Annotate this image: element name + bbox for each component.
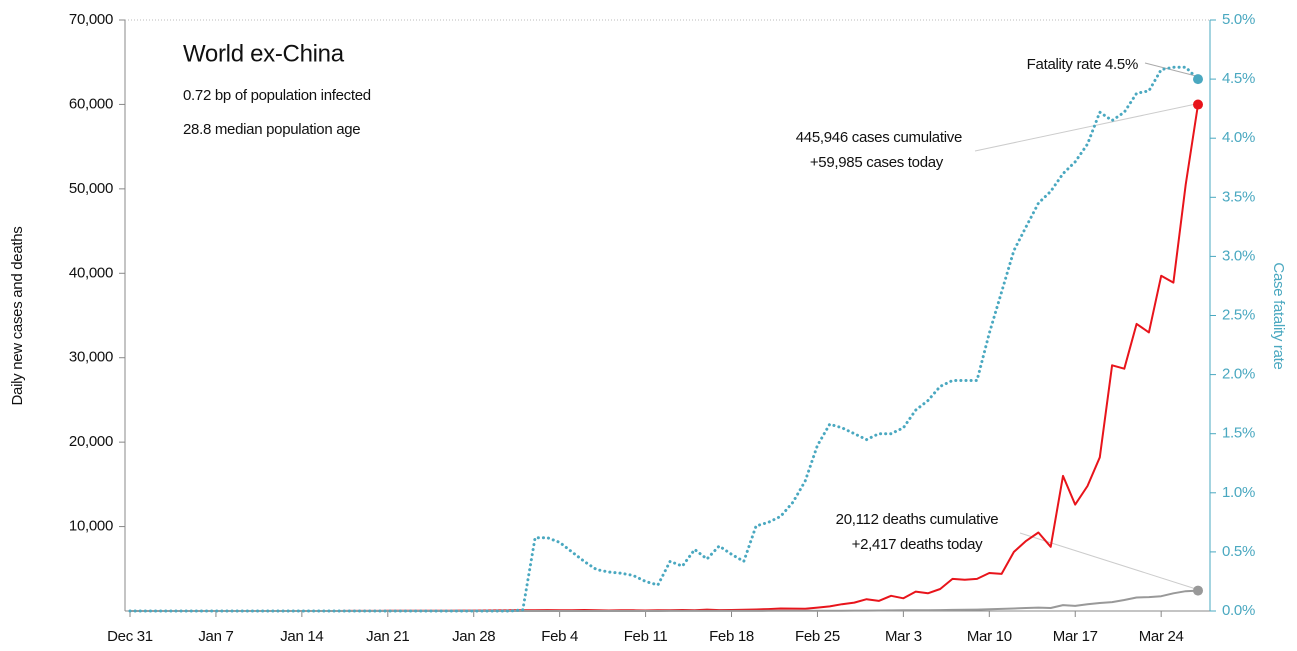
y2-tick-label: 2.5% xyxy=(1222,306,1255,323)
y2-tick-label: 4.0% xyxy=(1222,129,1255,146)
chart-title: World ex-China xyxy=(183,40,345,67)
annotation: +2,417 deaths today xyxy=(852,536,983,553)
y2-tick-label: 1.0% xyxy=(1222,484,1255,501)
x-tick-label: Mar 3 xyxy=(885,628,922,645)
end-marker xyxy=(1193,74,1203,85)
y2-tick-label: 1.5% xyxy=(1222,425,1255,442)
annotation: 445,946 cases cumulative xyxy=(796,129,962,146)
y2-axis-label: Case fatality rate xyxy=(1270,262,1287,369)
subtitle: 28.8 median population age xyxy=(183,121,360,138)
series-line xyxy=(130,589,1199,612)
x-tick-label: Feb 18 xyxy=(709,628,754,645)
leader-line xyxy=(1019,532,1197,590)
series-line xyxy=(128,65,1200,613)
y2-tick-label: 3.5% xyxy=(1222,188,1255,205)
y-tick-label: 30,000 xyxy=(69,349,113,366)
x-tick-label: Jan 21 xyxy=(366,628,409,645)
x-tick-label: Jan 14 xyxy=(280,628,323,645)
y2-tick-label: 3.0% xyxy=(1222,247,1255,264)
y-tick-label: 60,000 xyxy=(69,95,113,112)
y-tick-label: 10,000 xyxy=(69,518,113,535)
end-marker xyxy=(1193,585,1203,596)
subtitle: 0.72 bp of population infected xyxy=(183,87,371,104)
annotation: +59,985 cases today xyxy=(810,154,944,171)
x-tick-label: Mar 24 xyxy=(1139,628,1184,645)
end-marker xyxy=(1193,99,1203,110)
y2-tick-label: 2.0% xyxy=(1222,366,1255,383)
y-axis-label: Daily new cases and deaths xyxy=(9,227,26,406)
y-tick-label: 20,000 xyxy=(69,433,113,450)
series-line xyxy=(130,104,1199,612)
annotation: 20,112 deaths cumulative xyxy=(836,511,999,528)
x-tick-label: Jan 7 xyxy=(198,628,233,645)
x-tick-label: Mar 17 xyxy=(1053,628,1098,645)
x-tick-label: Feb 11 xyxy=(624,628,668,645)
annotation: Fatality rate 4.5% xyxy=(1027,56,1138,73)
y2-tick-label: 4.5% xyxy=(1222,70,1255,87)
y2-tick-label: 0.5% xyxy=(1222,543,1255,560)
x-tick-label: Mar 10 xyxy=(967,628,1012,645)
y-tick-label: 50,000 xyxy=(69,180,113,197)
y2-tick-label: 0.0% xyxy=(1222,602,1255,619)
y-tick-label: 40,000 xyxy=(69,264,113,281)
x-tick-label: Feb 4 xyxy=(541,628,578,645)
y2-tick-label: 5.0% xyxy=(1222,11,1255,28)
x-tick-label: Jan 28 xyxy=(452,628,495,645)
x-tick-label: Feb 25 xyxy=(795,628,840,645)
y-tick-label: 70,000 xyxy=(69,11,113,28)
leader-line xyxy=(1144,62,1197,77)
x-tick-label: Dec 31 xyxy=(107,628,153,645)
leader-line xyxy=(974,103,1197,152)
